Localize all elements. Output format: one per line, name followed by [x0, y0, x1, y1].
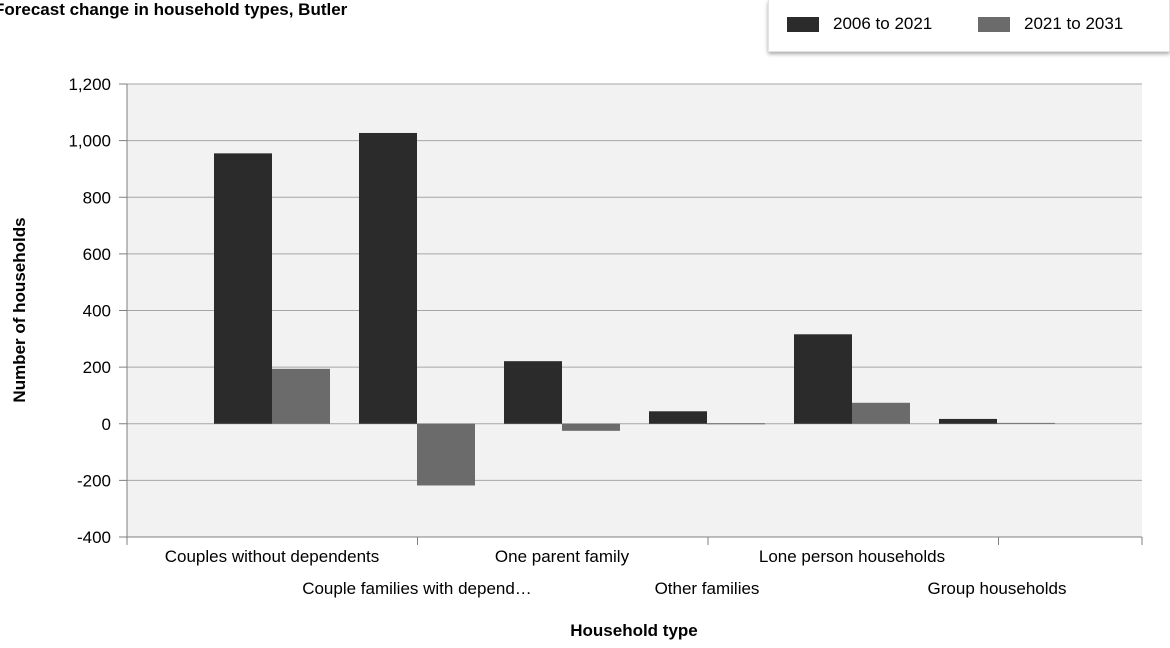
bar-2006-2021 [359, 132, 417, 424]
y-tick-label: 600 [83, 245, 111, 264]
x-category-label: Couples without dependents [165, 547, 380, 566]
y-tick-label: 1,200 [68, 75, 111, 94]
y-tick-label: 200 [83, 358, 111, 377]
x-category-label: One parent family [495, 547, 630, 566]
chart-legend: 2006 to 2021 2021 to 2031 [768, 0, 1170, 52]
legend-label-2006-2021: 2006 to 2021 [833, 14, 933, 33]
y-axis-title: Number of households [10, 217, 29, 402]
bar-2021-2031 [707, 423, 765, 425]
y-tick-label: 800 [83, 188, 111, 207]
bar-2006-2021 [939, 418, 997, 424]
legend-item-2021-2031[interactable]: 2021 to 2031 [978, 14, 1123, 34]
x-category-label: Other families [655, 579, 760, 598]
legend-item-2006-2021[interactable]: 2006 to 2021 [787, 14, 932, 34]
bar-2006-2021 [794, 334, 852, 424]
y-tick-label: 1,000 [68, 132, 111, 151]
bar-2021-2031 [417, 423, 475, 486]
bar-2021-2031 [852, 402, 910, 424]
bar-2021-2031 [997, 422, 1055, 424]
x-axis-title: Household type [570, 621, 698, 640]
bar-2021-2031 [272, 368, 330, 424]
x-category-label: Couple families with depend… [302, 579, 532, 598]
legend-swatch-2006-2021 [787, 16, 819, 32]
bar-2006-2021 [214, 153, 272, 424]
x-category-label: Lone person households [759, 547, 945, 566]
axes-group: -400 -200 0 200 400 600 800 1,000 1,200 Couples w… [68, 75, 1143, 598]
bar-2006-2021 [649, 411, 707, 424]
bars-group [214, 132, 1055, 486]
x-category-label: Group households [928, 579, 1067, 598]
y-tick-label: 0 [102, 415, 111, 434]
plot-area [127, 83, 1142, 537]
legend-swatch-2021-2031 [978, 16, 1010, 32]
legend-label-2021-2031: 2021 to 2031 [1024, 14, 1124, 33]
y-tick-label: -400 [77, 528, 111, 547]
bar-2021-2031 [562, 423, 620, 431]
y-tick-label: -200 [77, 471, 111, 490]
chart-title: Forecast change in household types, Butl… [0, 0, 348, 19]
y-tick-label: 400 [83, 302, 111, 321]
bar-2006-2021 [504, 361, 562, 424]
